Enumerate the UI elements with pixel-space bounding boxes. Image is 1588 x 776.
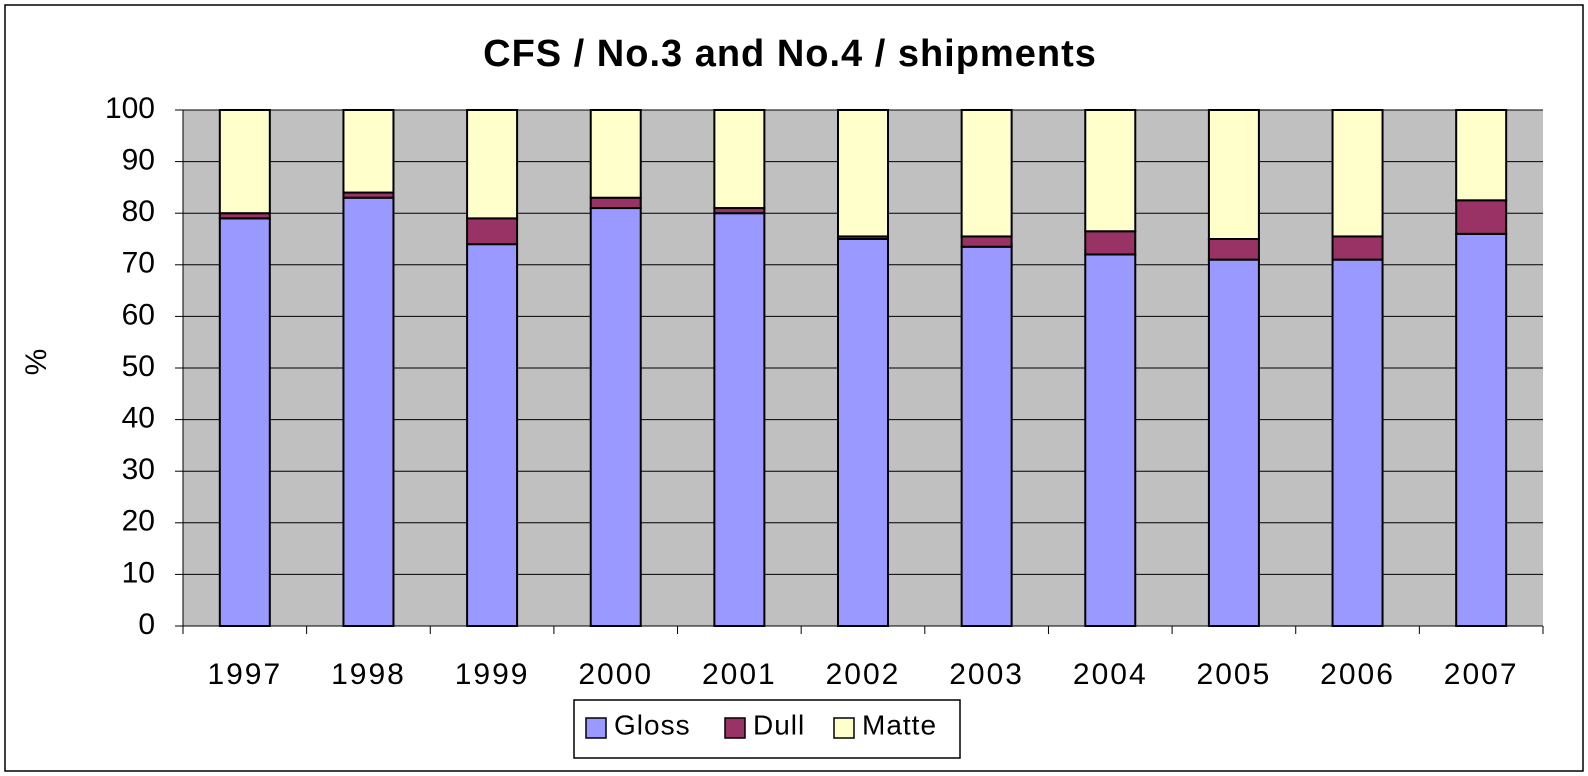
legend-label: Matte	[862, 709, 937, 740]
bar-segment	[713, 212, 766, 627]
y-axis-label: %	[20, 349, 53, 376]
x-tick-label: 2001	[702, 658, 777, 691]
y-tick-label: 90	[122, 144, 155, 177]
x-tick-label: 1998	[331, 658, 406, 691]
y-tick-label: 0	[138, 608, 155, 641]
y-tick-label: 20	[122, 505, 155, 538]
bar-segment	[218, 109, 271, 215]
bar-segment	[466, 109, 519, 220]
chart-title: CFS / No.3 and No.4 / shipments	[483, 33, 1097, 75]
bar-segment	[1331, 258, 1384, 627]
x-tick-label: 1999	[455, 658, 530, 691]
x-tick-label: 2006	[1320, 658, 1395, 691]
x-tick-label: 1997	[207, 658, 282, 691]
bar-segment	[466, 243, 519, 627]
bar-segment	[837, 109, 889, 238]
bar-segment	[960, 245, 1013, 628]
bar-segment	[1207, 238, 1260, 261]
bar-segment	[589, 207, 642, 627]
y-tick-label: 60	[122, 298, 155, 331]
y-tick-label: 80	[122, 195, 155, 228]
bar-segment	[1084, 253, 1137, 627]
y-tick-label: 100	[105, 92, 155, 125]
bar-segment	[1455, 109, 1508, 202]
bar-segment	[342, 196, 395, 627]
bar-segment	[1331, 235, 1384, 261]
bar-segment	[1207, 258, 1260, 627]
y-tick-label: 10	[122, 556, 155, 589]
bar-segment	[1331, 109, 1384, 238]
bar-segment	[342, 109, 395, 194]
bar-segment	[589, 196, 642, 210]
bar-segment	[837, 238, 889, 627]
y-tick-label: 40	[122, 402, 155, 435]
bar-segment	[1084, 230, 1137, 256]
y-tick-label: 70	[122, 247, 155, 280]
bar-segment	[1207, 109, 1260, 240]
x-tick-label: 2000	[578, 658, 653, 691]
legend	[573, 699, 961, 759]
bar-segment	[1455, 232, 1508, 627]
bar-segment	[589, 109, 642, 199]
bar-segment	[713, 109, 766, 210]
legend-swatch	[833, 717, 855, 739]
bar-segment	[960, 235, 1013, 248]
bar-segment	[1455, 199, 1508, 235]
legend-swatch	[724, 717, 746, 739]
legend-label: Dull	[753, 709, 805, 740]
bar-segment	[1084, 109, 1137, 233]
y-tick-label: 50	[122, 350, 155, 383]
x-tick-label: 2004	[1073, 658, 1148, 691]
x-tick-label: 2007	[1444, 658, 1519, 691]
x-tick-label: 2002	[826, 658, 901, 691]
bar-segment	[960, 109, 1013, 238]
x-tick-label: 2003	[949, 658, 1024, 691]
y-tick-label: 30	[122, 453, 155, 486]
legend-swatch	[585, 717, 607, 739]
bar-segment	[218, 217, 271, 628]
bar-segment	[466, 217, 519, 246]
x-tick-label: 2005	[1197, 658, 1272, 691]
legend-label: Gloss	[614, 709, 691, 740]
